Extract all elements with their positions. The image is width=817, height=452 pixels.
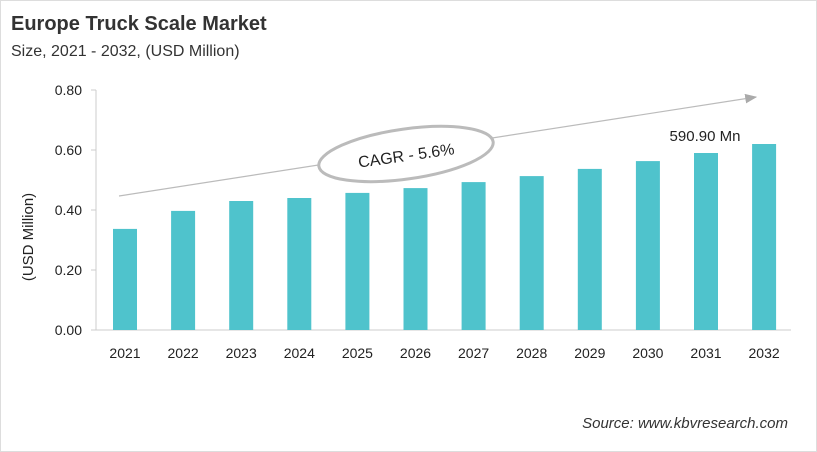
chart-subtitle: Size, 2021 - 2032, (USD Million) [11, 43, 240, 60]
bar-2026 [403, 188, 428, 330]
x-tick-label: 2025 [342, 345, 373, 361]
bar-2030 [635, 161, 660, 330]
bar-2022 [171, 210, 196, 330]
x-tick-label: 2021 [109, 345, 140, 361]
cagr-ellipse [317, 124, 495, 184]
source-note: Source: www.kbvresearch.com [582, 415, 788, 432]
bar-2028 [519, 176, 544, 330]
y-tick-label: 0.60 [55, 142, 82, 158]
x-tick-label: 2028 [516, 345, 547, 361]
bar-2025 [345, 192, 370, 330]
y-tick-label: 0.80 [55, 82, 82, 98]
y-tick-label: 0.00 [55, 322, 82, 338]
x-tick-label: 2024 [284, 345, 315, 361]
bar-2023 [229, 201, 254, 330]
chart-title: Europe Truck Scale Market [11, 13, 267, 35]
x-tick-label: 2026 [400, 345, 431, 361]
x-tick-label: 2023 [226, 345, 257, 361]
bar-2021 [113, 228, 137, 330]
y-axis-label: (USD Million) [20, 193, 37, 281]
x-tick-label: 2032 [749, 345, 780, 361]
x-tick-label: 2031 [690, 345, 721, 361]
bar-2024 [287, 198, 312, 330]
y-tick-label: 0.20 [55, 262, 82, 278]
bar-2027 [461, 182, 486, 330]
value-label-2031: 590.90 Mn [670, 128, 741, 145]
y-tick-label: 0.40 [55, 202, 82, 218]
bar-2031 [694, 153, 718, 330]
bar-2032 [752, 144, 777, 330]
bar-2029 [577, 168, 602, 330]
x-tick-label: 2027 [458, 345, 489, 361]
x-tick-label: 2029 [574, 345, 605, 361]
x-tick-label: 2030 [632, 345, 663, 361]
x-tick-label: 2022 [168, 345, 199, 361]
